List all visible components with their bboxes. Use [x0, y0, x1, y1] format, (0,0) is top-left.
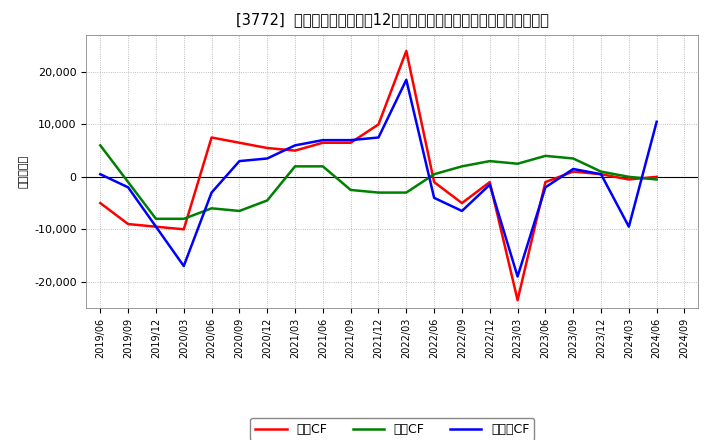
営業CF: [263, 145, 271, 150]
営業CF: [513, 297, 522, 303]
営業CF: [458, 201, 467, 206]
投資CF: [458, 164, 467, 169]
フリーCF: [346, 137, 355, 143]
フリーCF: [374, 135, 383, 140]
フリーCF: [624, 224, 633, 229]
フリーCF: [152, 224, 161, 229]
営業CF: [318, 140, 327, 145]
フリーCF: [235, 158, 243, 164]
フリーCF: [541, 185, 550, 190]
Legend: 営業CF, 投資CF, フリーCF: 営業CF, 投資CF, フリーCF: [251, 418, 534, 440]
営業CF: [374, 122, 383, 127]
営業CF: [485, 180, 494, 185]
営業CF: [569, 169, 577, 174]
フリーCF: [207, 190, 216, 195]
投資CF: [152, 216, 161, 221]
営業CF: [652, 174, 661, 180]
営業CF: [96, 201, 104, 206]
投資CF: [402, 190, 410, 195]
投資CF: [291, 164, 300, 169]
投資CF: [374, 190, 383, 195]
Line: フリーCF: フリーCF: [100, 80, 657, 276]
投資CF: [624, 174, 633, 180]
フリーCF: [513, 274, 522, 279]
営業CF: [624, 177, 633, 182]
Line: 投資CF: 投資CF: [100, 145, 657, 219]
投資CF: [346, 187, 355, 193]
フリーCF: [430, 195, 438, 201]
投資CF: [485, 158, 494, 164]
投資CF: [541, 153, 550, 158]
投資CF: [513, 161, 522, 166]
投資CF: [597, 169, 606, 174]
投資CF: [179, 216, 188, 221]
フリーCF: [96, 172, 104, 177]
Y-axis label: （百万円）: （百万円）: [19, 155, 29, 188]
営業CF: [235, 140, 243, 145]
営業CF: [430, 180, 438, 185]
営業CF: [179, 227, 188, 232]
フリーCF: [569, 166, 577, 172]
フリーCF: [597, 172, 606, 177]
Title: [3772]  キャッシュフローの12か月移動合計の対前年同期増減額の推移: [3772] キャッシュフローの12か月移動合計の対前年同期増減額の推移: [236, 12, 549, 27]
投資CF: [207, 205, 216, 211]
営業CF: [207, 135, 216, 140]
営業CF: [291, 148, 300, 153]
投資CF: [652, 177, 661, 182]
投資CF: [235, 208, 243, 213]
営業CF: [541, 180, 550, 185]
投資CF: [318, 164, 327, 169]
フリーCF: [179, 264, 188, 269]
投資CF: [124, 180, 132, 185]
フリーCF: [291, 143, 300, 148]
投資CF: [263, 198, 271, 203]
Line: 営業CF: 営業CF: [100, 51, 657, 300]
フリーCF: [485, 182, 494, 187]
投資CF: [569, 156, 577, 161]
投資CF: [430, 172, 438, 177]
営業CF: [346, 140, 355, 145]
フリーCF: [458, 208, 467, 213]
営業CF: [152, 224, 161, 229]
営業CF: [597, 172, 606, 177]
フリーCF: [652, 119, 661, 125]
フリーCF: [318, 137, 327, 143]
営業CF: [124, 221, 132, 227]
フリーCF: [263, 156, 271, 161]
営業CF: [402, 48, 410, 54]
フリーCF: [402, 77, 410, 82]
投資CF: [96, 143, 104, 148]
フリーCF: [124, 185, 132, 190]
